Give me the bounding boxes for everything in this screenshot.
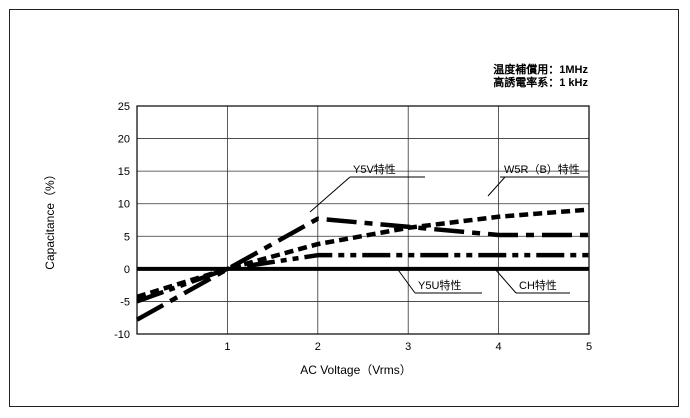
callout-leader-3: [494, 268, 517, 294]
series-label-1: W5R（B）特性: [504, 162, 580, 176]
x-tick-label-0: 1: [224, 341, 230, 353]
x-axis-label: AC Voltage（Vrms）: [300, 363, 412, 377]
x-tick-label-4: 5: [586, 341, 592, 353]
y-tick-label-3: 10: [118, 199, 130, 211]
callout-leader-0: [309, 176, 351, 213]
x-axis-ticks: 1 2 3 4 5: [224, 341, 592, 353]
series-layer: [135, 207, 590, 322]
y-tick-label-4: 5: [124, 231, 130, 243]
frequency-note-temp-comp: 温度補償用：1MHz: [493, 62, 588, 76]
y-tick-label-7: -10: [114, 329, 130, 341]
frequency-note-high-k: 高誘電率系：1 kHz: [493, 75, 588, 89]
callout-leader-2: [395, 266, 416, 294]
series-label-3: CH特性: [519, 278, 557, 292]
y-tick-label-0: 25: [118, 101, 130, 113]
x-tick-label-2: 3: [405, 341, 411, 353]
chart-frame: 25 20 15 10 5 0 -5 -10 1 2 3 4 5 温度補償用：1MHz 高誘電率系：1…: [9, 9, 679, 407]
series-label-0: Y5V特性: [353, 162, 396, 176]
plot-area: [137, 106, 589, 334]
x-tick-label-3: 4: [496, 341, 502, 353]
chart-svg: 25 20 15 10 5 0 -5 -10 1 2 3 4 5 温度補償用：1MHz 高誘電率系：1…: [43, 62, 592, 377]
series-callouts: Y5V特性 W5R（B）特性 Y5U特性 CH特性: [309, 162, 588, 294]
callout-leader-1: [487, 176, 506, 197]
x-tick-label-1: 2: [315, 341, 321, 353]
y-tick-label-5: 0: [124, 264, 130, 276]
series-line-2: [136, 252, 589, 304]
y-tick-label-6: -5: [120, 296, 130, 308]
plot-border: [136, 105, 590, 335]
y-tick-label-2: 15: [118, 166, 130, 178]
series-label-2: Y5U特性: [418, 278, 461, 292]
y-axis-ticks: 25 20 15 10 5 0 -5 -10: [114, 101, 130, 341]
y-axis-label: Capacitance（%）: [43, 168, 57, 269]
y-tick-label-1: 20: [118, 134, 130, 146]
